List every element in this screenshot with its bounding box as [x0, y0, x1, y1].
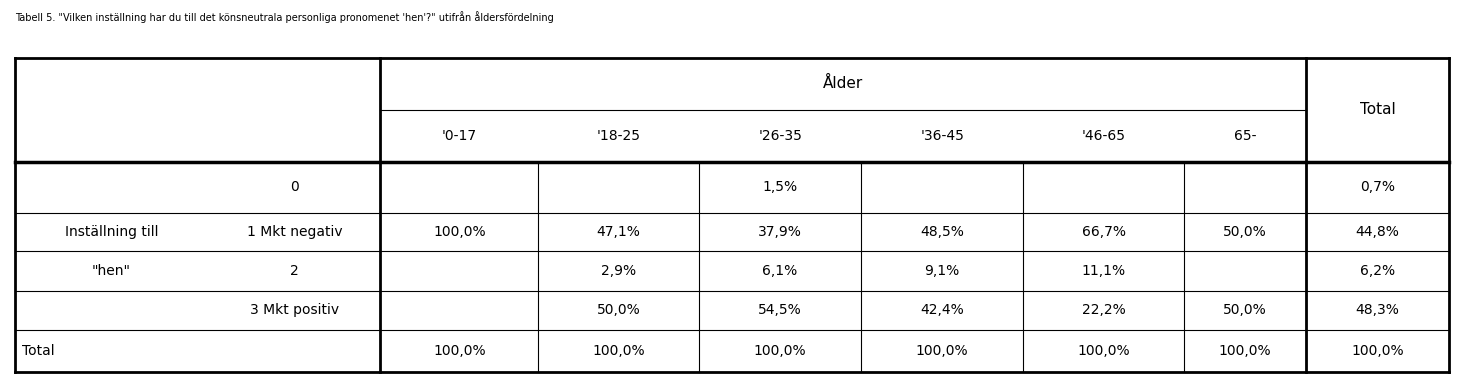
Text: Tabell 5. "Vilken inställning har du till det könsneutrala personliga pronomenet: Tabell 5. "Vilken inställning har du til… — [15, 12, 553, 23]
Text: '36-45: '36-45 — [921, 129, 965, 142]
Text: 100,0%: 100,0% — [1218, 344, 1271, 358]
Text: '0-17: '0-17 — [442, 129, 477, 142]
Text: 3 Mkt positiv: 3 Mkt positiv — [250, 303, 340, 317]
Text: 2: 2 — [290, 264, 299, 278]
Text: 37,9%: 37,9% — [758, 225, 802, 239]
Text: 1 Mkt negativ: 1 Mkt negativ — [246, 225, 343, 239]
Text: Ålder: Ålder — [823, 76, 864, 91]
Text: 6,1%: 6,1% — [763, 264, 798, 278]
Text: 100,0%: 100,0% — [916, 344, 969, 358]
Text: 100,0%: 100,0% — [433, 225, 486, 239]
Text: 100,0%: 100,0% — [433, 344, 486, 358]
Text: 22,2%: 22,2% — [1082, 303, 1126, 317]
Text: 50,0%: 50,0% — [1222, 225, 1266, 239]
Text: 11,1%: 11,1% — [1082, 264, 1126, 278]
Text: 100,0%: 100,0% — [593, 344, 646, 358]
Text: 50,0%: 50,0% — [597, 303, 641, 317]
Text: '46-65: '46-65 — [1082, 129, 1126, 142]
Text: 0: 0 — [290, 180, 299, 194]
Text: 50,0%: 50,0% — [1222, 303, 1266, 317]
Text: 47,1%: 47,1% — [597, 225, 641, 239]
Text: '26-35: '26-35 — [758, 129, 802, 142]
Text: 2,9%: 2,9% — [602, 264, 637, 278]
Text: Total: Total — [22, 344, 54, 358]
Text: 100,0%: 100,0% — [1351, 344, 1404, 358]
Text: Inställning till: Inställning till — [64, 225, 158, 239]
Text: '18-25: '18-25 — [597, 129, 641, 142]
Text: 65-: 65- — [1234, 129, 1256, 142]
Text: 1,5%: 1,5% — [763, 180, 798, 194]
Text: 6,2%: 6,2% — [1360, 264, 1395, 278]
Text: 48,3%: 48,3% — [1356, 303, 1400, 317]
Text: 100,0%: 100,0% — [754, 344, 807, 358]
Text: 100,0%: 100,0% — [1078, 344, 1130, 358]
Text: "hen": "hen" — [92, 264, 130, 278]
Text: 66,7%: 66,7% — [1082, 225, 1126, 239]
Text: 54,5%: 54,5% — [758, 303, 802, 317]
Text: Total: Total — [1360, 102, 1395, 117]
Text: 44,8%: 44,8% — [1356, 225, 1400, 239]
Text: 48,5%: 48,5% — [921, 225, 965, 239]
Text: 42,4%: 42,4% — [921, 303, 965, 317]
Text: 0,7%: 0,7% — [1360, 180, 1395, 194]
Text: 9,1%: 9,1% — [925, 264, 960, 278]
